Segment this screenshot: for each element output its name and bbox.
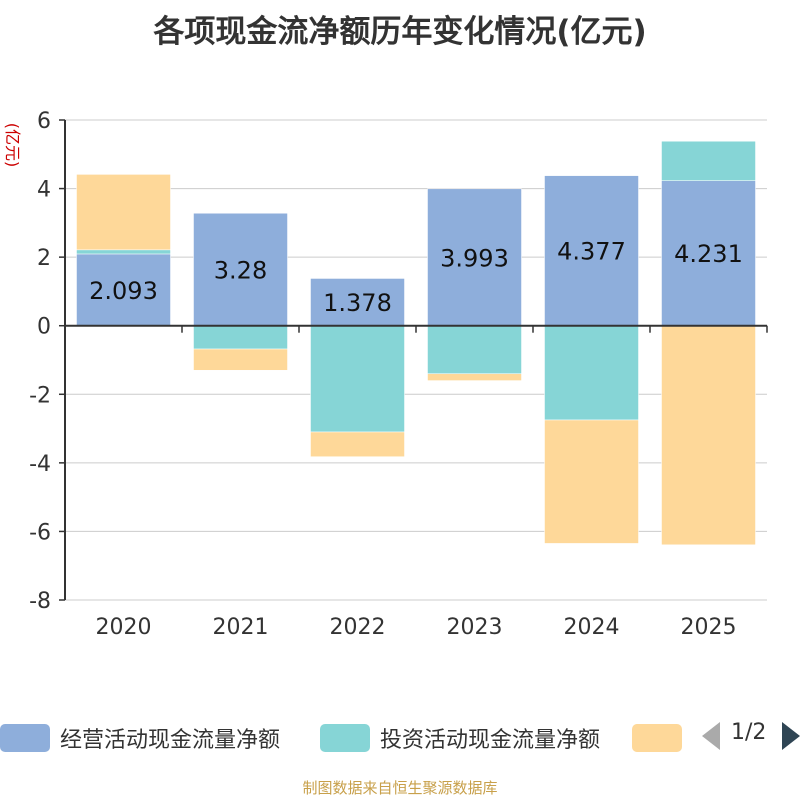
y-tick-label: 6 (37, 109, 51, 134)
x-tick-label-2025: 2025 (681, 615, 737, 640)
data-labels: 2.093 3.28 1.378 3.993 4.377 4.231 (89, 238, 743, 317)
y-axis-title: (亿元) (3, 123, 22, 168)
bar-2023-series-0 (427, 188, 522, 326)
y-tick-label: -2 (29, 383, 51, 408)
x-tick-label-2021: 2021 (213, 615, 269, 640)
x-tick-label-2022: 2022 (330, 615, 386, 640)
bar-2022-series-1 (310, 325, 405, 433)
y-tick-label: -8 (29, 589, 51, 614)
bar-2021-series-0 (193, 213, 288, 326)
legend-swatch-operating (0, 724, 50, 752)
bar-2024-series-0 (544, 175, 639, 326)
legend-label-operating: 经营活动现金流量净额 (60, 728, 281, 753)
bar-2022-series-2 (310, 431, 405, 457)
axes: 6 4 2 0 -2 -4 -6 -8 (亿元) 2020 2021 2022 2023 2024 2025 (3, 109, 768, 640)
x-tick-label-2024: 2024 (564, 615, 620, 640)
x-tick-label-2020: 2020 (96, 615, 152, 640)
data-label-2021: 3.28 (214, 256, 267, 284)
y-tick-label: 2 (37, 246, 51, 271)
legend-swatch-investing (320, 724, 370, 752)
bar-2021-series-2 (193, 348, 288, 371)
bar-2020-series-1 (76, 249, 171, 255)
bar-2024-series-2 (544, 419, 639, 544)
data-label-2025: 4.231 (674, 240, 743, 268)
bar-2023-series-2 (427, 373, 522, 381)
data-label-2023: 3.993 (440, 244, 509, 272)
legend-swatch-financing (632, 724, 682, 752)
y-tick-label: -6 (29, 520, 51, 545)
y-tick-label: 0 (37, 315, 51, 340)
chart-title: 各项现金流净额历年变化情况(亿元) (153, 14, 647, 50)
bar-2025-series-2 (661, 325, 756, 546)
bar-2021-series-1 (193, 325, 288, 350)
data-source-note: 制图数据来自恒生聚源数据库 (302, 779, 498, 797)
x-tick-label-2023: 2023 (447, 615, 503, 640)
data-label-2020: 2.093 (89, 277, 158, 305)
y-tick-label: 4 (37, 178, 51, 203)
bar-2020-series-2 (76, 174, 171, 251)
legend: 经营活动现金流量净额 投资活动现金流量净额 1/2 (0, 716, 800, 756)
bars (76, 140, 756, 546)
legend-prev-arrow-icon[interactable] (702, 722, 720, 750)
bar-2023-series-1 (427, 325, 522, 374)
legend-label-investing: 投资活动现金流量净额 (380, 728, 601, 753)
bar-2024-series-1 (544, 325, 639, 421)
bar-2022-series-0 (310, 278, 405, 326)
legend-page-indicator: 1/2 (731, 720, 767, 745)
y-tick-label: -4 (29, 452, 51, 477)
bar-2025-series-1 (661, 140, 756, 181)
data-label-2022: 1.378 (323, 289, 392, 317)
bar-2020-series-0 (76, 253, 171, 326)
bar-2025-series-0 (661, 180, 756, 326)
data-label-2024: 4.377 (557, 238, 626, 266)
legend-next-arrow-icon[interactable] (782, 722, 800, 750)
chart-plot: 6 4 2 0 -2 -4 -6 -8 (亿元) 2020 2021 2022 2023 2024 2025… (3, 109, 768, 640)
